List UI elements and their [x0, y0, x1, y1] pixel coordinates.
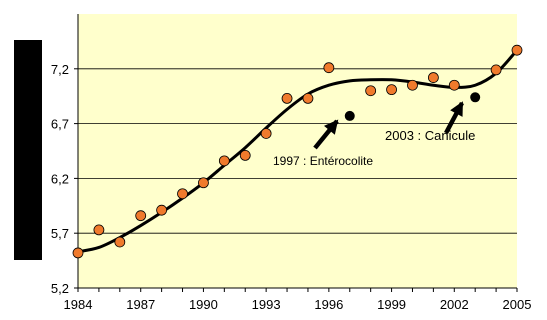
x-tick-label: 1990 — [189, 297, 218, 312]
data-point — [386, 84, 397, 96]
trend-line — [77, 49, 519, 254]
x-tick-label: 1999 — [377, 297, 406, 312]
data-points — [72, 44, 523, 259]
axes — [77, 14, 517, 289]
data-point — [135, 210, 147, 222]
arrow-head — [323, 119, 339, 135]
y-tick-label: 6,7 — [51, 117, 69, 132]
data-point — [407, 79, 418, 91]
data-point — [114, 236, 126, 248]
annotation-arrows — [313, 101, 464, 150]
data-point — [365, 85, 377, 97]
x-tick-label: 1996 — [314, 297, 343, 312]
x-tick-label: 1987 — [126, 297, 155, 312]
y-tick-label: 5,7 — [51, 226, 69, 241]
data-point — [218, 155, 230, 167]
data-point — [427, 72, 439, 83]
outlier-point — [344, 110, 355, 121]
x-axis-ticks: 1984 1987 1990 1993 1996 1999 2002 2005 — [64, 288, 532, 312]
arrow-head — [450, 101, 463, 117]
outlier-point — [470, 92, 481, 103]
outlier-points — [344, 92, 481, 121]
data-point — [260, 128, 272, 139]
x-tick-label: 1993 — [252, 297, 281, 312]
data-point — [239, 149, 251, 161]
x-tick-label: 2002 — [440, 297, 469, 312]
y-tick-label: 6,2 — [51, 171, 69, 186]
data-point — [93, 224, 105, 236]
y-axis-label-block — [14, 40, 42, 260]
y-tick-label: 7,2 — [51, 62, 69, 77]
data-point — [448, 79, 460, 91]
data-point — [198, 177, 209, 189]
y-tick-label: 5,2 — [51, 281, 69, 296]
data-point — [302, 92, 314, 104]
annotation-canicule: 2003 : Canicule — [385, 128, 475, 143]
data-point — [72, 247, 84, 259]
data-point — [490, 64, 502, 76]
data-point — [177, 188, 188, 200]
x-tick-label: 2005 — [503, 297, 532, 312]
gridlines — [78, 68, 517, 234]
plot-area — [78, 14, 517, 288]
data-point — [281, 92, 293, 104]
y-axis-ticks: 5,2 5,7 6,2 6,7 7,2 — [51, 62, 78, 296]
annotation-enterocolite: 1997 : Entérocolite — [273, 154, 373, 168]
data-point — [511, 44, 523, 56]
data-point — [156, 204, 168, 216]
data-point — [323, 62, 335, 74]
annotations: 1997 : Entérocolite 2003 : Canicule — [273, 128, 475, 168]
x-tick-label: 1984 — [64, 297, 93, 312]
